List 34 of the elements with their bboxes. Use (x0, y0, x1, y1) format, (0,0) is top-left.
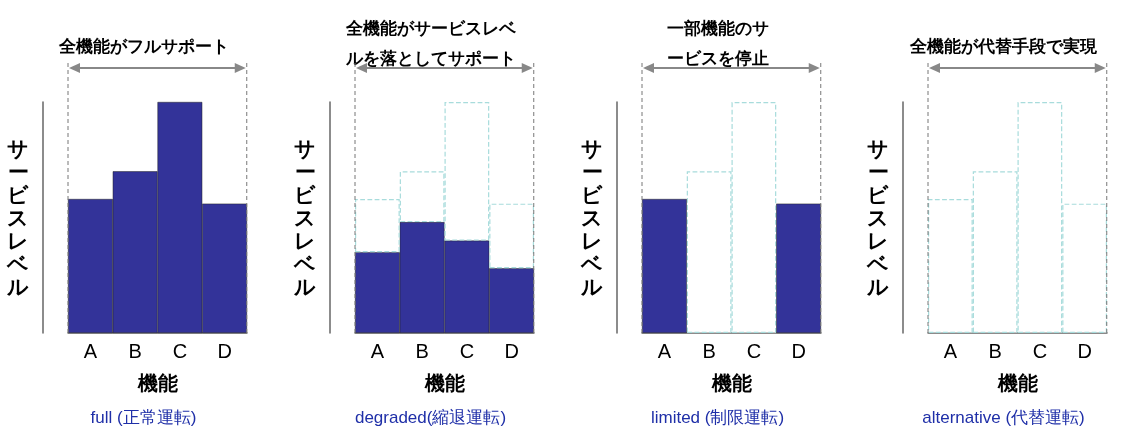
text: 全機能がフルサポート (57, 36, 229, 56)
y-axis-title: サービスレベル (866, 137, 890, 298)
x-tick-label: C (172, 340, 188, 362)
x-axis-title: 機能 (136, 372, 178, 394)
x-tick-label: D (1077, 340, 1093, 362)
x-tick-label: A (370, 340, 385, 362)
x-tick-label: C (746, 340, 761, 362)
x-tick-label: D (504, 340, 519, 362)
x-axis-title: 機能 (996, 372, 1038, 394)
text: 一部機能のサービスを停止 (666, 18, 768, 68)
x-axis-title: 機能 (710, 372, 751, 394)
x-tick-label: A (657, 340, 672, 362)
text: degraded(縮退運転) (354, 408, 506, 427)
x-tick-label: A (943, 340, 958, 362)
y-axis-title: サービスレベル (6, 137, 29, 298)
text: limited (制限運転) (650, 408, 784, 427)
x-tick-label: D (217, 340, 232, 362)
text: 全機能が代替手段で実現 (909, 36, 1099, 56)
bar (641, 199, 687, 333)
text: 全機能がサービスレベルを落としてサポート (344, 18, 517, 68)
text: full (正常運転) (90, 408, 197, 427)
x-tick-label: B (415, 340, 429, 362)
x-tick-label: B (128, 340, 142, 362)
bar (775, 203, 821, 333)
x-tick-label: B (701, 340, 716, 362)
x-tick-label: A (83, 340, 98, 362)
text: alternative (代替運転) (922, 408, 1085, 427)
x-tick-label: C (1032, 340, 1048, 362)
x-tick-label: C (459, 340, 474, 362)
x-axis-title: 機能 (423, 372, 465, 394)
x-tick-label: B (988, 340, 1003, 362)
y-axis-title: サービスレベル (292, 137, 316, 298)
x-tick-label: D (790, 340, 806, 362)
y-axis-title: サービスレベル (579, 137, 603, 298)
